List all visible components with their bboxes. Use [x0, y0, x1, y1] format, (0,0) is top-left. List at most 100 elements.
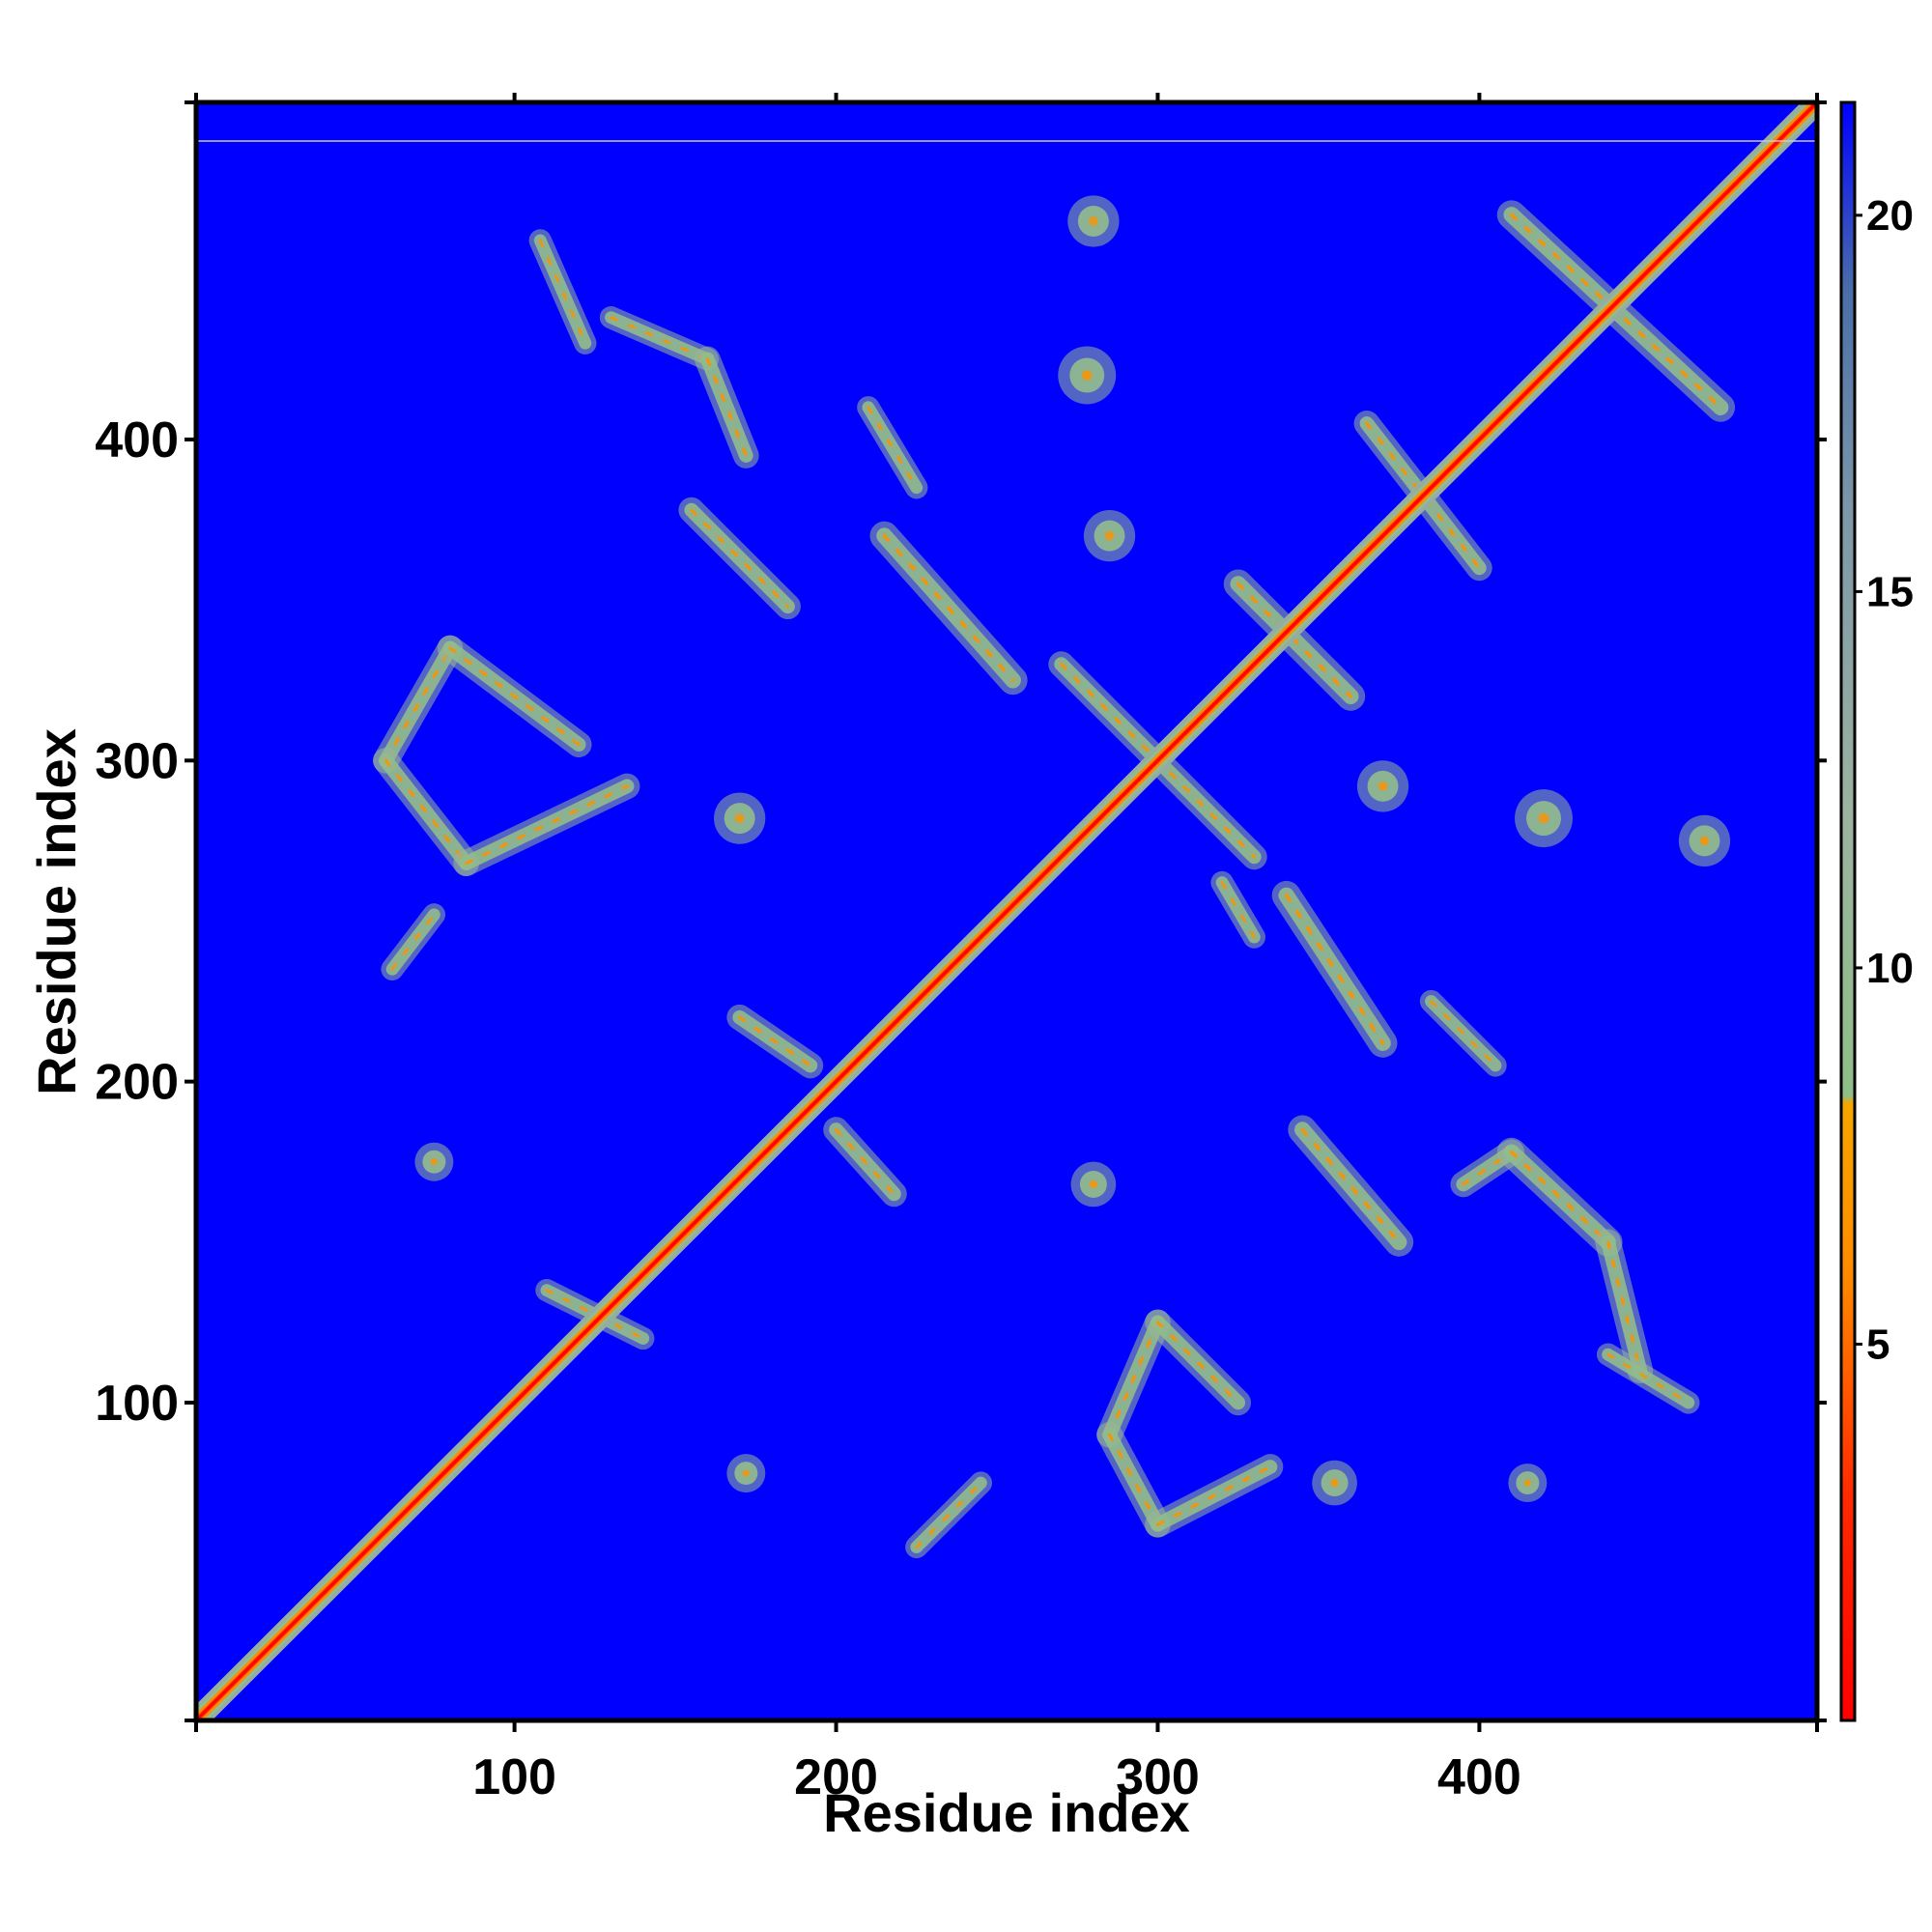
contact-band-core: [384, 758, 469, 866]
contact-blob: [1312, 1460, 1357, 1506]
plot-frame: [193, 99, 1820, 1723]
contact-band-core: [867, 406, 919, 490]
colorbar-fill: [1841, 102, 1855, 1720]
contact-band: [1595, 1229, 1654, 1384]
contact-band: [857, 396, 928, 499]
contact-band-core: [448, 646, 581, 747]
contact-blob: [1083, 510, 1136, 562]
contact-blob-core: [734, 813, 745, 823]
colorbar-ticks: 5 10 15 20: [1855, 192, 1914, 1368]
contact-band: [1210, 870, 1266, 949]
y-tick-label: 400: [95, 412, 179, 469]
x-tick-label: 300: [1116, 1749, 1200, 1805]
contact-band-core: [738, 1015, 812, 1067]
contact-band-mid: [1102, 1427, 1165, 1532]
contact-blob: [1515, 789, 1573, 848]
contact-band-core: [1155, 1464, 1272, 1526]
contact-band-core: [690, 508, 790, 609]
contact-band: [381, 903, 446, 980]
contact-band: [1288, 1115, 1414, 1257]
contact-blob: [714, 792, 766, 844]
contact-blob: [1678, 814, 1731, 867]
colorbar: 5 10 15 20: [1839, 100, 1914, 1722]
contact-band-mid: [1215, 876, 1261, 944]
contact-band-core: [390, 913, 436, 971]
contact-blob: [1356, 760, 1409, 812]
contact-band: [437, 635, 592, 758]
x-tick-label: 100: [472, 1749, 556, 1805]
diagonal-band: [196, 102, 1817, 1720]
contact-blob-core: [742, 1469, 750, 1477]
contact-band: [1496, 1137, 1623, 1257]
contact-band-mid: [605, 311, 714, 366]
diagonal-core: [196, 102, 1817, 1720]
contact-blob-core: [1081, 370, 1093, 381]
contact-blob-core: [1378, 781, 1388, 791]
contact-blob-core: [1699, 836, 1710, 846]
y-tick-label: 100: [95, 1376, 179, 1432]
contact-band-core: [1236, 582, 1353, 698]
y-axis-ticks: 100 200 300 400: [95, 100, 196, 1722]
y-axis-label: Residue index: [26, 728, 87, 1095]
contact-band-core: [882, 533, 1015, 683]
contact-blob-core: [1089, 1179, 1098, 1189]
contact-band: [528, 229, 597, 355]
contact-blob-core: [1330, 1478, 1339, 1488]
colorbar-tick-label: 20: [1866, 192, 1914, 240]
contact-blob: [726, 1454, 766, 1493]
contact-band: [1096, 1309, 1171, 1448]
x-tick-label: 400: [1437, 1749, 1521, 1805]
contact-band: [373, 747, 479, 876]
colorbar-tick-label: 10: [1866, 945, 1914, 992]
contact-blob: [1508, 1463, 1548, 1503]
x-axis-label: Residue index: [823, 1782, 1190, 1843]
contact-band-mid: [1278, 887, 1391, 1052]
contact-band: [678, 497, 801, 620]
contact-band-core: [545, 1289, 645, 1340]
contact-blob-core: [430, 1158, 438, 1166]
contact-band: [695, 346, 759, 469]
y-tick-label: 300: [95, 733, 179, 789]
colorbar-tick-label: 15: [1866, 568, 1914, 615]
contact-band: [823, 1117, 907, 1208]
contact-blob: [1070, 1161, 1117, 1208]
contact-blob: [1058, 346, 1117, 405]
contact-band: [1596, 1343, 1700, 1414]
x-tick-label: 200: [794, 1749, 878, 1805]
contact-band-core: [1155, 1321, 1240, 1405]
contact-band-core: [834, 1127, 896, 1196]
contact-blob-core: [1538, 812, 1549, 824]
contact-band: [1145, 1454, 1284, 1538]
contact-band: [453, 773, 640, 876]
contact-band: [869, 521, 1028, 696]
contact-band: [905, 1471, 993, 1559]
contact-band-core: [1107, 1321, 1160, 1436]
colorbar-frame: [1839, 100, 1857, 1722]
contact-features: [373, 195, 1736, 1559]
colorbar-tick-label: 5: [1866, 1321, 1889, 1368]
contact-band-core: [915, 1481, 982, 1548]
contact-band: [1419, 989, 1507, 1077]
contact-band-mid: [459, 779, 635, 870]
contact-band-core: [1300, 1127, 1401, 1244]
contact-blob: [414, 1142, 454, 1181]
contact-band-core: [1606, 1352, 1690, 1405]
contact-blob-core: [1104, 530, 1115, 541]
contact-band-core: [1430, 1000, 1497, 1067]
contact-band-core: [1605, 1240, 1642, 1373]
contact-band: [1145, 1309, 1252, 1416]
y-tick-label: 200: [95, 1055, 179, 1111]
contact-band-mid: [700, 352, 753, 463]
x-axis-ticks: 100 200 300 400: [194, 1720, 1819, 1805]
contact-band: [599, 306, 720, 371]
contact-band: [1271, 880, 1398, 1058]
contact-band-core: [384, 646, 452, 762]
contact-band: [726, 1004, 824, 1079]
contact-band: [1223, 569, 1366, 711]
contact-blob: [1067, 195, 1120, 247]
right-axis-ticks: [1817, 100, 1827, 1722]
contact-band-core: [1509, 1150, 1610, 1244]
contact-band: [373, 635, 464, 774]
heatmap-plot-area: [196, 102, 1817, 1720]
